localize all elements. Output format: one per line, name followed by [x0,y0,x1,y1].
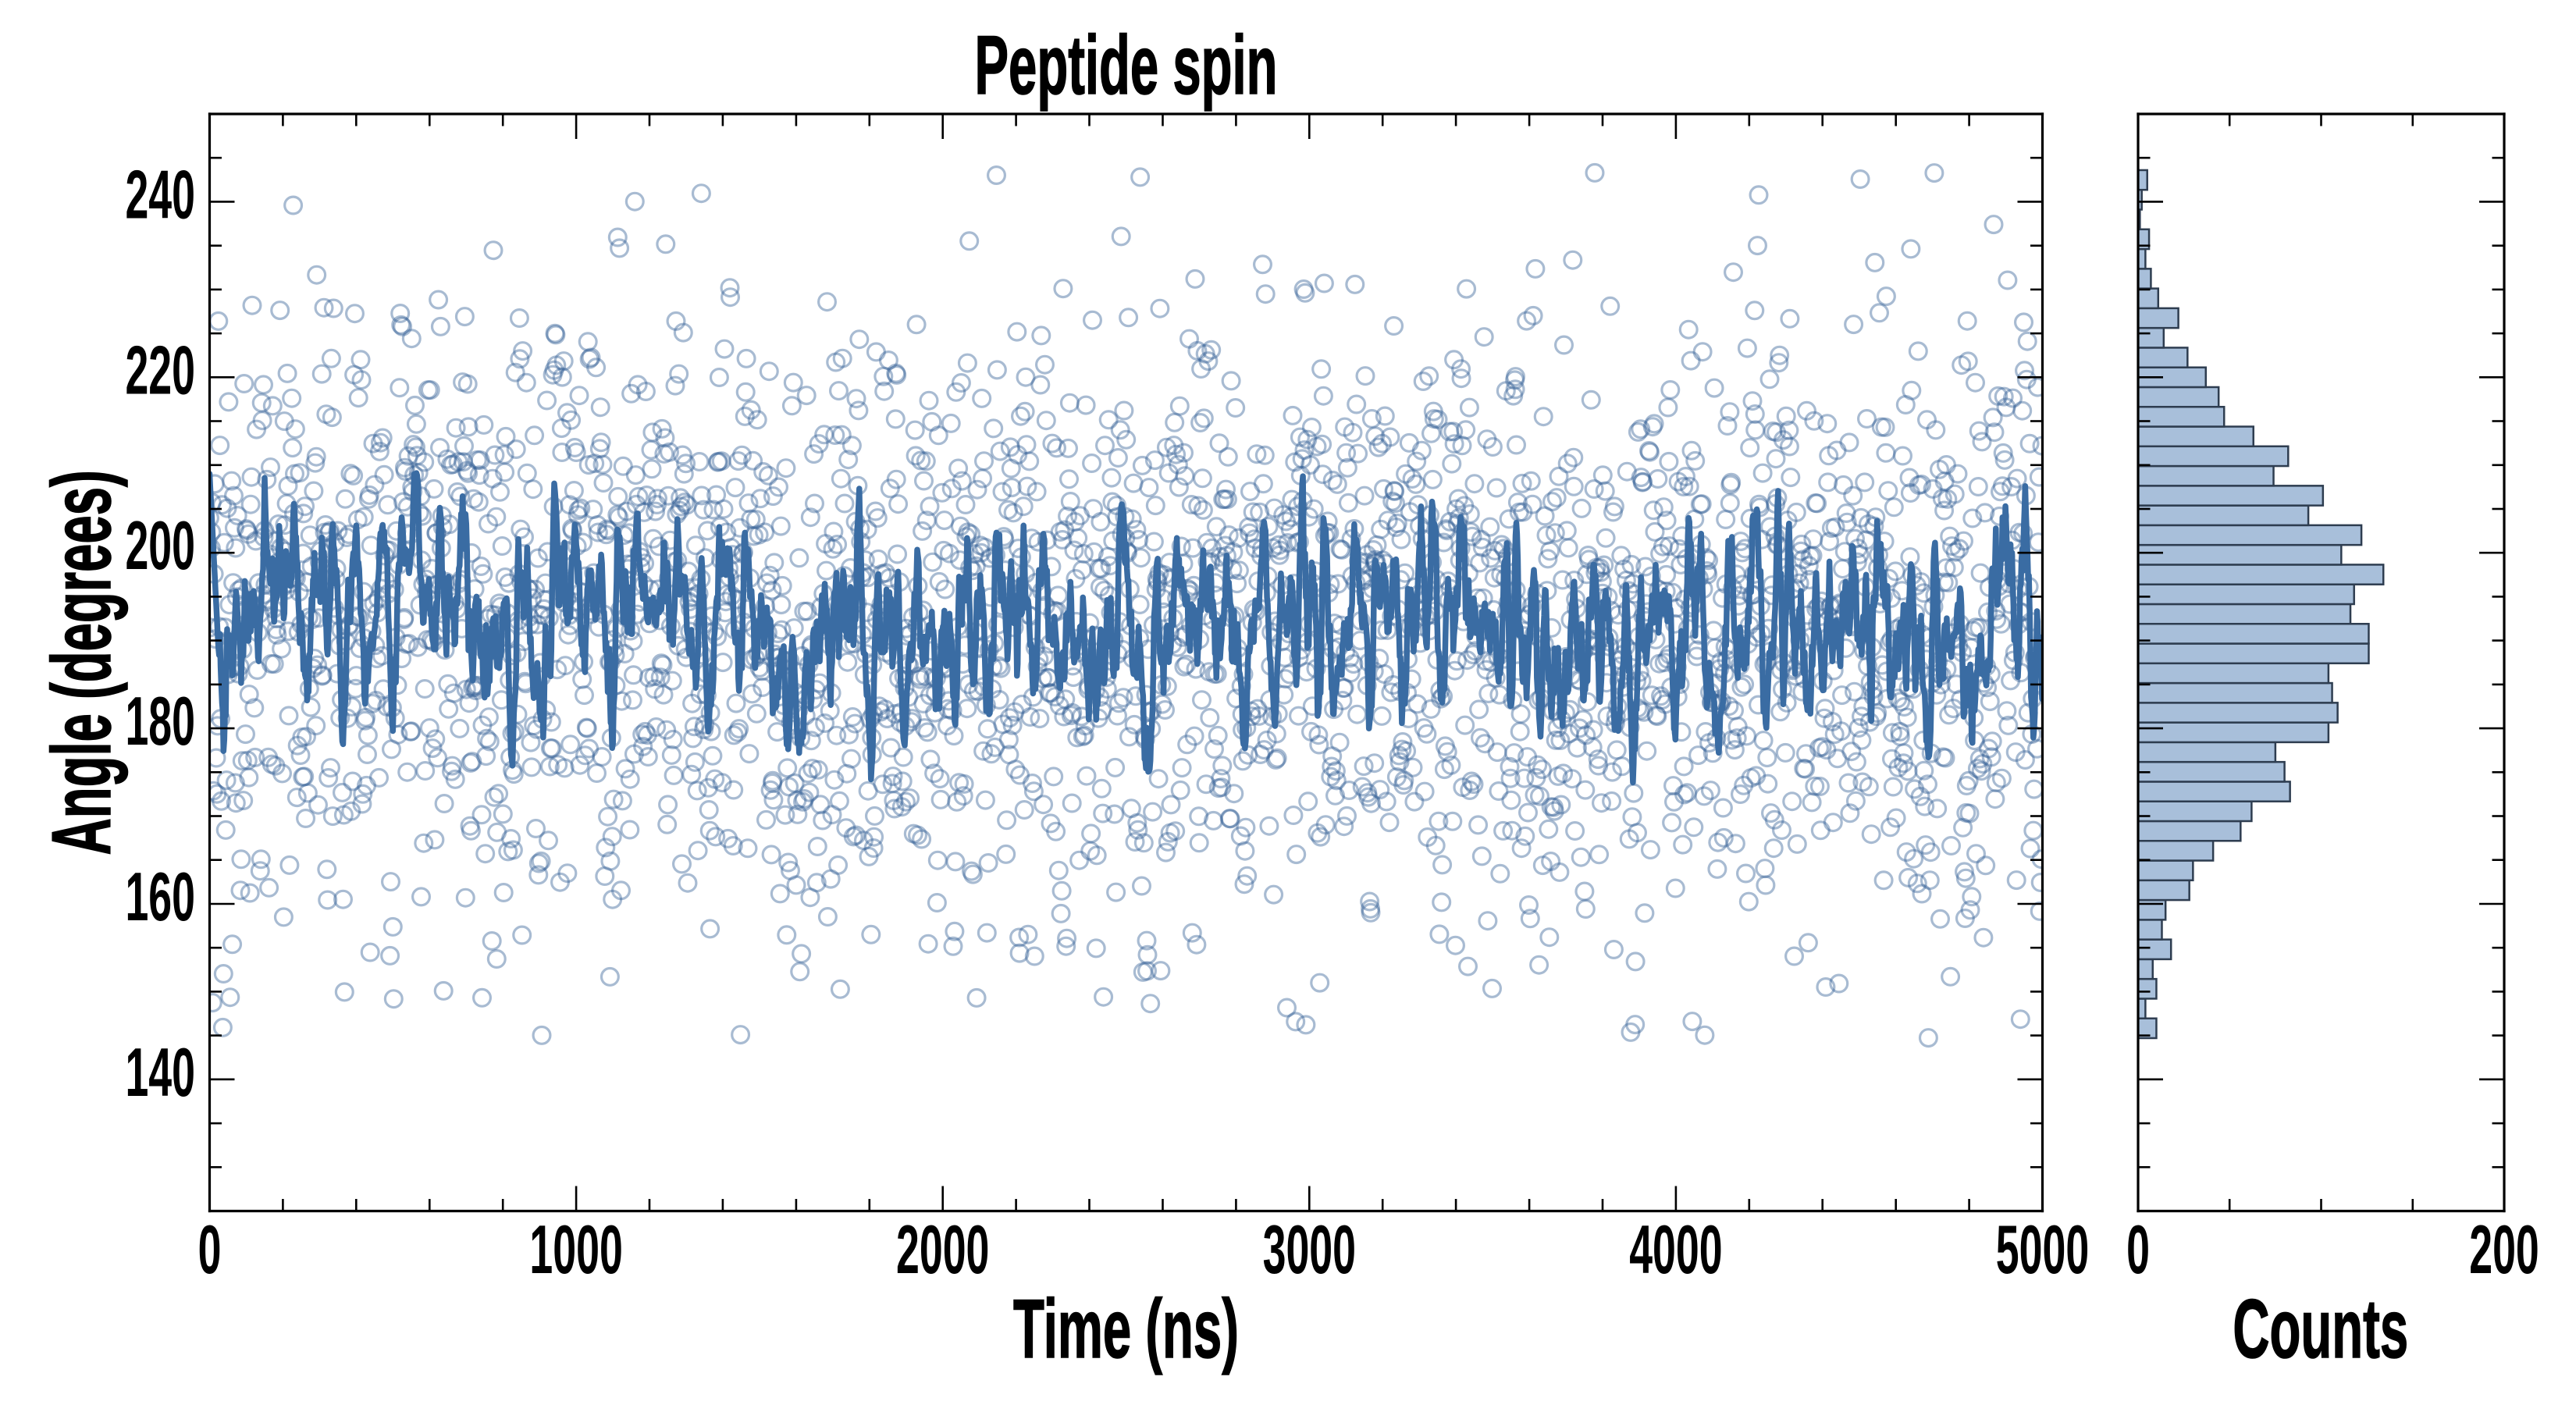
svg-text:1000: 1000 [529,1212,622,1289]
svg-text:200: 200 [2469,1212,2539,1289]
svg-text:Peptide spin: Peptide spin [975,18,1278,112]
svg-text:240: 240 [125,157,195,233]
svg-text:0: 0 [2126,1212,2150,1289]
svg-text:Angle (degrees): Angle (degrees) [34,470,128,855]
svg-text:5000: 5000 [1996,1212,2089,1289]
svg-text:4000: 4000 [1629,1212,1722,1289]
svg-text:140: 140 [125,1034,195,1111]
svg-text:0: 0 [198,1212,222,1289]
svg-text:Time (ns): Time (ns) [1013,1282,1239,1375]
svg-text:220: 220 [125,333,195,409]
svg-text:200: 200 [125,508,195,585]
svg-text:160: 160 [125,859,195,936]
svg-text:2000: 2000 [896,1212,989,1289]
svg-text:Counts: Counts [2233,1282,2408,1375]
svg-text:180: 180 [125,684,195,760]
svg-text:3000: 3000 [1263,1212,1356,1289]
